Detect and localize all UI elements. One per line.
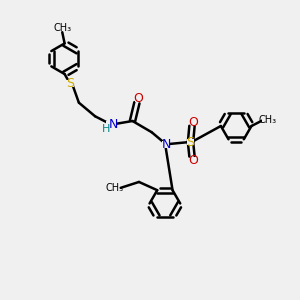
Text: CH₃: CH₃	[258, 115, 276, 124]
Bar	[135, 96, 142, 102]
Text: O: O	[188, 154, 198, 167]
Text: CH₃: CH₃	[105, 183, 123, 193]
Bar	[106, 121, 117, 128]
Text: CH₃: CH₃	[53, 23, 71, 33]
Bar	[162, 141, 170, 148]
Bar	[58, 25, 67, 31]
Bar	[187, 139, 194, 146]
Text: N: N	[109, 118, 118, 131]
Text: O: O	[188, 116, 198, 129]
Bar	[66, 80, 74, 87]
Bar	[190, 119, 197, 125]
Bar	[103, 126, 109, 132]
Text: N: N	[162, 138, 171, 151]
Text: H: H	[102, 124, 110, 134]
Bar	[262, 116, 272, 123]
Bar	[190, 157, 197, 164]
Text: S: S	[66, 77, 74, 90]
Text: O: O	[134, 92, 143, 105]
Text: S: S	[187, 136, 194, 149]
Bar	[109, 185, 119, 191]
